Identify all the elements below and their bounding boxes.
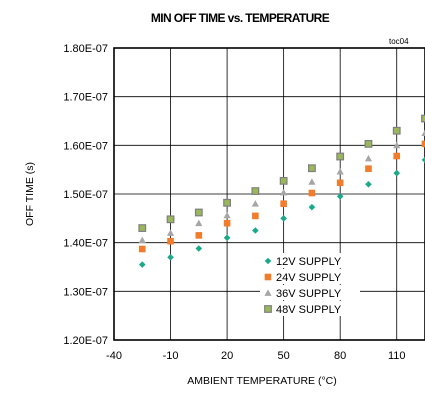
data-point xyxy=(280,215,287,222)
data-point xyxy=(138,236,146,244)
data-point xyxy=(421,156,425,164)
y-tick-label: 1.70E-07 xyxy=(63,92,108,104)
data-point xyxy=(223,198,231,207)
y-tick-label: 1.80E-07 xyxy=(63,43,108,55)
x-tick-label: -10 xyxy=(163,350,179,362)
series-24v-supply xyxy=(138,140,425,253)
data-point xyxy=(195,232,203,239)
data-point xyxy=(166,215,175,224)
toc-annotation: toc04 xyxy=(389,37,409,46)
data-point xyxy=(336,193,344,200)
data-point xyxy=(252,212,259,220)
data-point xyxy=(421,114,425,123)
data-point xyxy=(280,188,288,196)
data-point xyxy=(308,164,316,173)
data-point xyxy=(392,126,401,135)
legend-label: 24V SUPPLY xyxy=(276,272,342,284)
legend-label: 48V SUPPLY xyxy=(276,304,342,316)
data-point xyxy=(251,187,260,195)
data-point xyxy=(166,229,175,236)
data-point xyxy=(195,219,203,227)
y-tick-label: 1.40E-07 xyxy=(63,238,108,250)
data-point xyxy=(194,208,203,217)
legend-marker xyxy=(264,257,272,265)
data-point xyxy=(364,154,373,162)
data-point xyxy=(223,219,231,227)
legend-background xyxy=(260,301,360,316)
data-point xyxy=(138,245,146,253)
legend: 12V SUPPLY 24V SUPPLY 36V SUPPLY 48V SUPPLY xyxy=(260,253,360,316)
chart-title: MIN OFF TIME vs. TEMPERATURE xyxy=(151,11,330,25)
data-point xyxy=(393,169,401,177)
x-tick-label: 80 xyxy=(334,350,346,362)
legend-marker xyxy=(264,305,272,313)
data-points xyxy=(138,114,425,268)
data-point xyxy=(308,178,316,185)
legend-background xyxy=(260,285,360,300)
data-point xyxy=(252,227,259,234)
data-point xyxy=(393,152,401,160)
series-48v-supply xyxy=(138,114,425,232)
data-point xyxy=(223,211,231,219)
data-point xyxy=(365,165,372,172)
series-12v-supply xyxy=(138,156,425,268)
data-point xyxy=(167,237,174,245)
legend-marker xyxy=(264,273,272,281)
legend-background xyxy=(260,253,360,268)
x-tick-label: 110 xyxy=(388,350,406,362)
x-tick-label: 20 xyxy=(221,350,233,362)
data-point xyxy=(364,139,373,148)
series-36v-supply xyxy=(138,129,425,244)
data-point xyxy=(393,141,401,149)
data-point xyxy=(280,200,287,208)
y-tick-label: 1.20E-07 xyxy=(63,335,108,347)
data-point xyxy=(167,253,174,261)
x-axis-ticks: -40 -10 20 50 80 110 xyxy=(106,350,405,362)
y-axis-ticks: 1.20E-07 1.30E-07 1.40E-07 1.50E-07 1.60E-07… xyxy=(63,43,108,347)
data-point xyxy=(336,168,344,175)
data-point xyxy=(365,180,372,188)
data-point xyxy=(421,140,425,148)
data-point xyxy=(308,189,316,197)
data-point xyxy=(308,203,316,211)
data-point xyxy=(421,129,425,137)
data-point xyxy=(138,224,147,232)
data-point xyxy=(336,152,345,161)
x-axis-label: AMBIENT TEMPERATURE (°C) xyxy=(187,375,336,387)
data-point xyxy=(279,176,288,185)
x-tick-label: 50 xyxy=(278,350,290,362)
y-tick-label: 1.60E-07 xyxy=(63,140,108,152)
legend-label: 12V SUPPLY xyxy=(276,256,342,268)
data-point xyxy=(138,261,146,268)
y-tick-label: 1.30E-07 xyxy=(63,286,108,298)
legend-marker xyxy=(264,289,272,296)
data-point xyxy=(195,245,203,252)
data-point xyxy=(336,179,344,187)
data-point xyxy=(223,234,231,242)
legend-label: 36V SUPPLY xyxy=(276,288,342,300)
legend-background xyxy=(260,269,360,284)
y-tick-label: 1.50E-07 xyxy=(63,189,108,201)
data-point xyxy=(251,200,259,207)
plot-frame xyxy=(113,47,425,341)
y-axis-label: OFF TIME (s) xyxy=(24,162,36,226)
x-tick-label: -40 xyxy=(106,350,122,362)
